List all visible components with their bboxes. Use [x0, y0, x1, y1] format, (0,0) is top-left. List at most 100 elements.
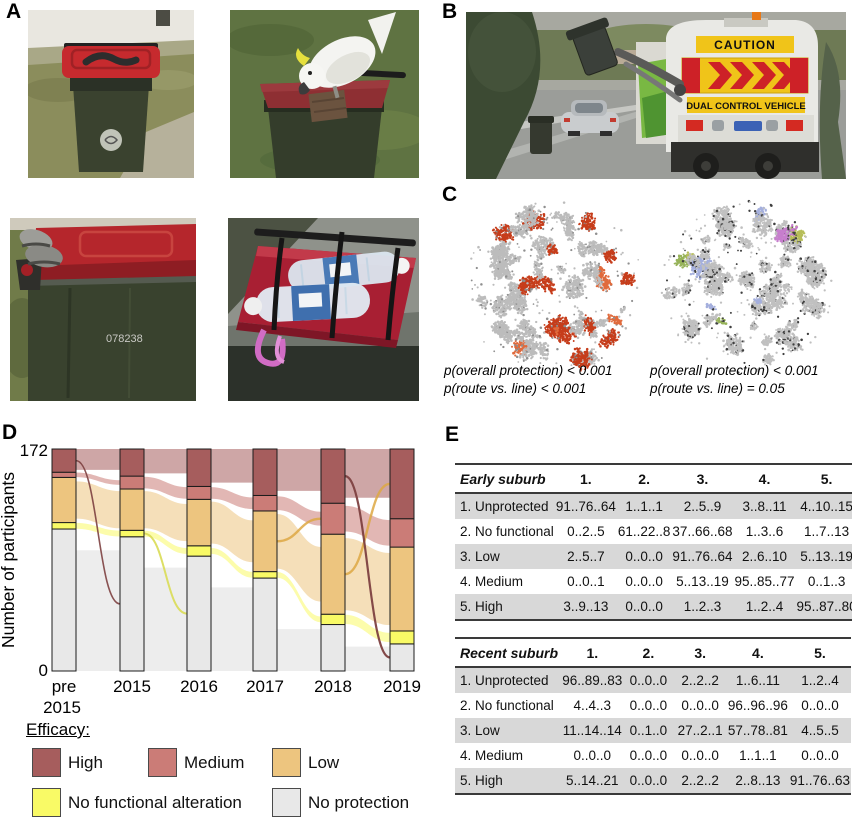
flow-ribbon — [76, 550, 120, 671]
table-cell: 96..89..83 — [562, 673, 623, 688]
snake-object — [82, 52, 140, 66]
table-cell: 0..0..0 — [629, 673, 668, 688]
table-row-label: 5. High — [460, 773, 503, 788]
bar-segment — [186, 498, 212, 547]
legend-title: Efficacy: — [26, 720, 90, 739]
flow-ribbon — [76, 449, 120, 470]
flow-ribbon — [144, 476, 187, 499]
legend-swatch-low — [272, 748, 301, 777]
photo-bin-shoes: 078238 — [10, 218, 196, 401]
table-cell: 0..1..0 — [629, 723, 668, 738]
dual-control-text: DUAL CONTROL VEHICLE — [686, 101, 805, 112]
kerbside-bin — [528, 116, 554, 154]
table-cell: 0..2..5 — [567, 524, 605, 539]
legend-swatch-no-protection — [272, 788, 301, 817]
y-axis-label: Number of participants — [0, 472, 18, 648]
table-cell: 27..2..1 — [677, 723, 723, 738]
brick — [308, 89, 348, 123]
bar-segment — [389, 546, 415, 632]
table-cell: 0..0..0 — [625, 549, 663, 564]
truck: CAUTION DUAL CONTROL VEHICLE — [614, 12, 819, 179]
table-cell: 57..78..81 — [727, 723, 788, 738]
table-cell: 1..3..6 — [745, 524, 784, 539]
flow-ribbon — [76, 481, 120, 529]
table-cell: 0..0..0 — [801, 698, 839, 713]
flow-ribbon — [211, 548, 253, 578]
lifting-arm — [614, 48, 684, 88]
table-cell: 2..2..2 — [681, 673, 719, 688]
table-cell: 1..6..11 — [735, 673, 780, 688]
table-cell: 2..2..2 — [681, 773, 719, 788]
table-col-header: 2. — [616, 464, 672, 494]
bar-segment — [51, 476, 77, 524]
table-col-header: 3. — [671, 464, 734, 494]
table-col-header: 1. — [554, 464, 617, 494]
bin-logo — [100, 129, 122, 151]
table-title: Early suburb — [455, 464, 555, 494]
bar-segment — [252, 510, 278, 573]
table-cell: 1..1..1 — [739, 748, 777, 763]
table-row-label: 3. Low — [460, 549, 500, 564]
table-cell: 2..6..10 — [741, 549, 788, 564]
bar-segment — [320, 448, 346, 504]
p-values-right: p(overall protection) < 0.001 p(route vs… — [650, 362, 852, 398]
table-row: 2. No functional 0..2..5 61..22..8 37..66..… — [455, 519, 852, 544]
table-row: 2. No functional 4..4..3 0..0..0 0..0..0 96.… — [455, 693, 851, 718]
accent-flow — [143, 532, 188, 615]
table-row: 1. Unprotected 96..89..83 0..0..0 2..2..2 1.… — [455, 667, 851, 693]
table-cell: 1..2..4 — [801, 673, 839, 688]
table-col-header: 1. — [561, 638, 624, 668]
caution-text: CAUTION — [714, 38, 776, 52]
table-cell: 4..10..15 — [800, 499, 852, 514]
x-tick-label: 2016 — [180, 677, 218, 696]
table-cell: 0..0..0 — [681, 698, 719, 713]
p-value-line: p(route vs. line) < 0.001 — [444, 381, 587, 396]
flow-ribbon — [144, 449, 187, 474]
table-row: 1. Unprotected 91..76..64 1..1..1 2..5..9 3.… — [455, 493, 852, 519]
table-early-suburb: Early suburb 1. 2. 3. 4. 5. 1. Unprotected 91..… — [455, 463, 852, 621]
caution-panel — [696, 36, 794, 53]
bar-segment — [186, 485, 212, 500]
bin-handle — [254, 228, 416, 247]
water-bottle — [244, 282, 370, 323]
x-tick-label: 2018 — [314, 677, 352, 696]
bar-segment — [186, 448, 212, 487]
table-row: 5. High 3..9..13 0..0..0 1..2..3 1..2..4 95..… — [455, 594, 852, 620]
table-cell: 3..8..11 — [742, 499, 787, 514]
beacon-light — [752, 12, 761, 20]
x-tick-label: 2017 — [246, 677, 284, 696]
lifted-bin — [565, 17, 618, 76]
table-cell: 0..0..0 — [625, 599, 663, 614]
strap — [385, 247, 401, 341]
table-row: 3. Low 2..5..7 0..0..0 91..76..64 2..6..10 5.… — [455, 544, 852, 569]
legend-item-no-functional: No functional alteration — [32, 788, 242, 817]
bar-segment — [389, 518, 415, 548]
table-cell: 96..96..96 — [727, 698, 788, 713]
table-row-label: 1. Unprotected — [460, 499, 549, 514]
bin-body — [28, 278, 196, 401]
cockatoo-tail — [368, 12, 396, 54]
photo-bin-snake — [28, 10, 194, 178]
accent-flow — [344, 475, 391, 659]
table-cell: 95..85..77 — [734, 574, 795, 589]
x-tick-label: 2015 — [113, 677, 151, 696]
bin-body — [268, 108, 382, 178]
table-col-header: 3. — [673, 638, 727, 668]
table-cell: 0..0..0 — [629, 773, 668, 788]
table-cell: 11..14..14 — [562, 723, 622, 738]
roadside-foliage — [819, 42, 846, 179]
legend-label: Low — [308, 752, 340, 772]
table-cell: 5..13..19 — [676, 574, 729, 589]
p-value-line: p(route vs. line) = 0.05 — [650, 381, 785, 396]
bar-segment — [186, 545, 212, 557]
table-cell: 1..7..13 — [804, 524, 850, 539]
bar-segment — [320, 533, 346, 615]
table-cell: 0..0..0 — [629, 698, 668, 713]
flow-ribbon — [211, 449, 253, 483]
taillight — [786, 120, 803, 131]
table-cell: 0..0..0 — [625, 574, 663, 589]
table-cell: 61..22..8 — [617, 524, 671, 539]
flow-ribbon — [211, 487, 253, 510]
table-col-header: 5. — [788, 638, 851, 668]
bar-segment — [51, 528, 77, 672]
